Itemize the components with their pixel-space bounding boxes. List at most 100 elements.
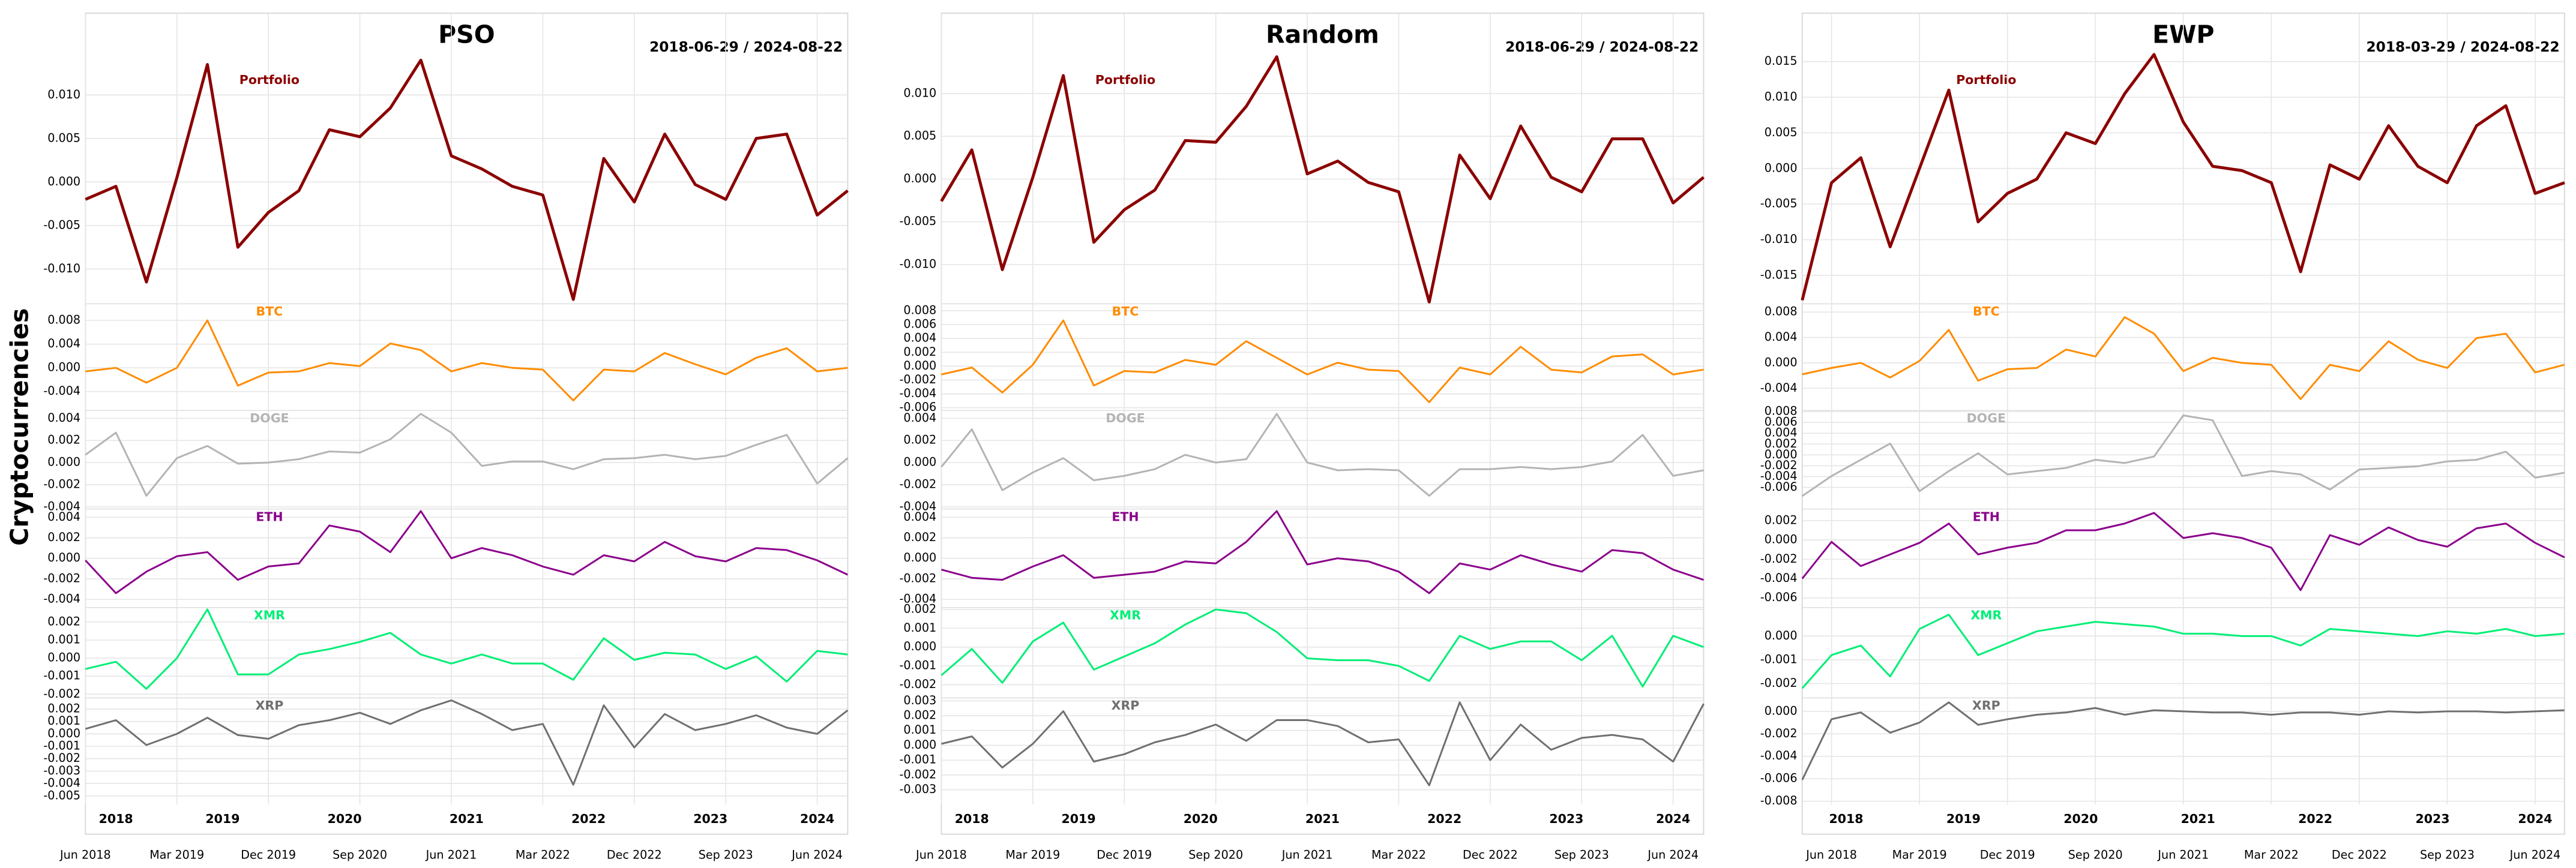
x-tick-label: Sep 2020	[1188, 848, 1243, 862]
series-line	[941, 701, 1705, 786]
x-tick-label: Mar 2019	[1892, 848, 1947, 862]
y-tick-label: 0.002	[903, 530, 936, 544]
year-label: 2023	[693, 812, 727, 826]
series-label: XRP	[1112, 698, 1140, 713]
series-label: ETH	[1112, 509, 1139, 524]
y-tick-label: -0.004	[43, 592, 80, 606]
y-tick-label: 0.000	[903, 551, 936, 564]
y-tick-label: 0.005	[47, 131, 80, 145]
x-tick-label: Jun 2018	[59, 848, 111, 862]
x-tick-label: Mar 2019	[149, 848, 204, 862]
y-tick-label: -0.002	[1760, 676, 1798, 690]
y-tick-label: 0.004	[903, 510, 936, 524]
y-tick-label: 0.000	[47, 551, 80, 564]
year-label: 2019	[205, 812, 239, 826]
x-tick-label: Mar 2019	[1005, 848, 1060, 862]
y-tick-label: -0.004	[899, 386, 936, 400]
y-tick-label: -0.003	[899, 782, 936, 796]
y-tick-label: 0.008	[47, 313, 80, 327]
x-tick-label: Mar 2022	[1371, 848, 1426, 862]
series-line	[940, 413, 1704, 497]
series-line	[1801, 512, 2565, 591]
x-tick-label: Sep 2023	[1554, 848, 1609, 862]
y-tick-label: -0.005	[43, 218, 80, 232]
y-tick-label: -0.002	[899, 677, 936, 691]
series-label: XRP	[256, 698, 284, 713]
y-tick-label: -0.004	[43, 384, 80, 398]
y-tick-label: -0.002	[899, 373, 936, 386]
series-label: Portfolio	[239, 73, 299, 87]
y-tick-label: -0.003	[43, 764, 80, 777]
series-line	[1801, 701, 2565, 780]
series-label: XRP	[1972, 698, 2000, 713]
y-tick-label: -0.010	[1760, 232, 1798, 246]
x-tick-label: Sep 2020	[333, 848, 387, 862]
y-tick-label: 0.000	[1765, 629, 1798, 642]
y-tick-label: 0.004	[47, 337, 80, 350]
series-label: ETH	[256, 509, 283, 524]
y-tick-label: 0.004	[47, 411, 80, 425]
year-label: 2020	[1184, 812, 1218, 826]
x-tick-label: Dec 2022	[607, 848, 662, 862]
series-line	[1801, 53, 2565, 301]
y-tick-label: -0.004	[43, 499, 80, 513]
year-label: 2024	[800, 812, 834, 826]
y-tick-label: 0.000	[47, 726, 80, 740]
series-line	[85, 413, 849, 497]
y-tick-label: -0.002	[1760, 552, 1798, 566]
y-tick-label: -0.001	[899, 753, 936, 767]
x-tick-label: Dec 2022	[2332, 848, 2387, 862]
y-tick-label: -0.004	[1760, 749, 1798, 762]
y-tick-label: 0.005	[903, 129, 936, 143]
y-tick-label: -0.001	[1760, 652, 1798, 666]
y-tick-label: 0.000	[1765, 447, 1798, 461]
y-tick-label: 0.010	[1765, 90, 1798, 104]
y-tick-label: 0.006	[903, 317, 936, 331]
y-tick-label: -0.005	[899, 214, 936, 228]
series-label: Portfolio	[1956, 73, 2016, 87]
year-label: 2018	[1829, 812, 1863, 826]
y-tick-label: 0.000	[47, 455, 80, 469]
y-tick-label: 0.002	[47, 614, 80, 628]
y-tick-label: 0.000	[47, 175, 80, 188]
y-tick-label: -0.004	[899, 592, 936, 606]
y-tick-label: -0.004	[43, 776, 80, 790]
y-tick-label: 0.001	[903, 621, 936, 635]
series-line	[1801, 414, 2565, 497]
y-tick-label: 0.010	[47, 88, 80, 101]
y-tick-label: 0.002	[47, 530, 80, 544]
x-tick-label: Dec 2019	[1097, 848, 1152, 862]
y-tick-label: -0.002	[43, 477, 80, 491]
y-tick-label: 0.000	[47, 361, 80, 374]
x-tick-label: Mar 2022	[516, 848, 570, 862]
x-tick-label: Dec 2019	[1980, 848, 2035, 862]
y-tick-label: 0.004	[1765, 330, 1798, 344]
y-tick-label: 0.001	[47, 633, 80, 647]
year-label: 2022	[1427, 812, 1461, 826]
y-tick-label: -0.006	[1760, 771, 1798, 785]
x-tick-label: Jun 2021	[426, 848, 477, 862]
series-line	[941, 510, 1705, 594]
y-tick-label: 0.000	[903, 639, 936, 653]
y-tick-label: 0.002	[1765, 513, 1798, 527]
y-tick-label: -0.015	[1760, 268, 1798, 281]
y-tick-label: -0.008	[1760, 794, 1798, 807]
year-label: 2019	[1946, 812, 1981, 826]
panel-title: PSO	[438, 20, 495, 49]
y-tick-label: -0.002	[43, 571, 80, 585]
y-tick-label: -0.006	[899, 400, 936, 414]
series-line	[85, 319, 848, 402]
y-tick-label: 0.010	[903, 86, 936, 100]
panel-title: Random	[1266, 20, 1379, 49]
y-tick-label: 0.002	[903, 433, 936, 447]
year-label: 2022	[571, 812, 606, 826]
y-tick-label: 0.000	[47, 651, 80, 665]
y-tick-label: 0.000	[903, 455, 936, 469]
y-tick-label: 0.004	[903, 411, 936, 425]
y-tick-label: 0.000	[1765, 161, 1798, 175]
y-tick-label: 0.008	[1765, 305, 1798, 319]
date-range: 2018-03-29 / 2024-08-22	[2367, 39, 2560, 55]
x-tick-label: Dec 2019	[241, 848, 296, 862]
